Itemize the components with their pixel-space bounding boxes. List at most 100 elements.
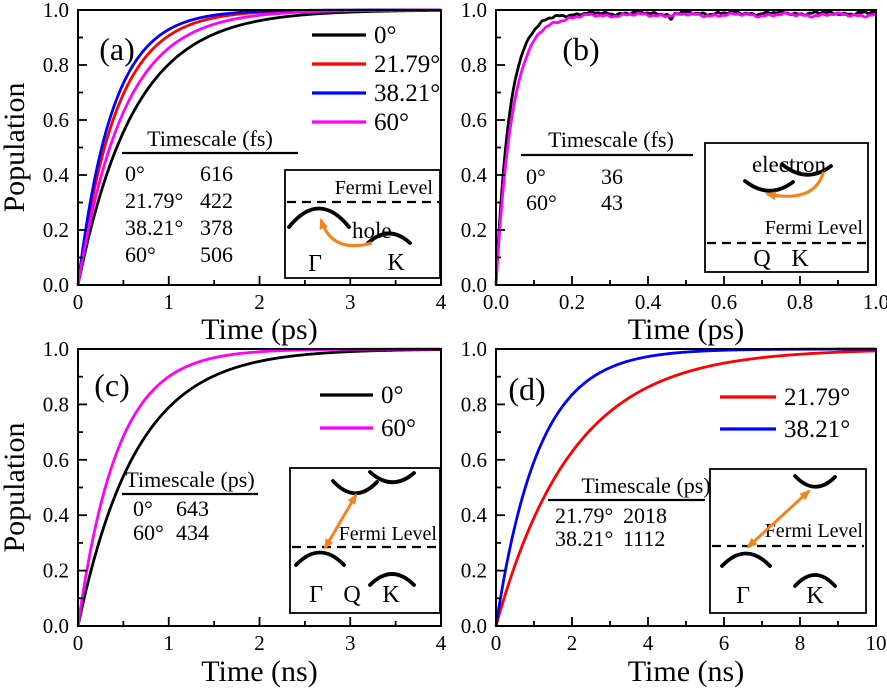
timescale-table-title: Timescale (ps) bbox=[581, 473, 710, 498]
band-curve bbox=[294, 550, 346, 567]
inset-box bbox=[284, 169, 441, 279]
fermi-level-label: Fermi Level bbox=[339, 523, 438, 545]
band-curve bbox=[287, 206, 351, 229]
y-tick-label: 0.2 bbox=[43, 559, 69, 583]
x-tick-label: 4 bbox=[643, 631, 654, 655]
x-tick-label: 4 bbox=[436, 290, 447, 314]
band-point-label: Γ bbox=[309, 582, 323, 608]
y-tick-label: 0.0 bbox=[461, 273, 487, 297]
x-tick-label: 2 bbox=[567, 631, 578, 655]
y-axis-title: Population bbox=[0, 422, 31, 552]
series-curve-60° bbox=[494, 11, 877, 286]
inset-band-diagram: Fermi Level Γ K bbox=[709, 468, 867, 614]
legend-label: 0° bbox=[381, 382, 404, 409]
band-point-label: K bbox=[387, 250, 405, 276]
x-axis-title: Time (ns) bbox=[628, 655, 744, 688]
chart-panel-c: 0 1 2 3 4 0.0 0.2 0.4 0.6 0.8 1.0 Time (ns) Populati… bbox=[0, 337, 447, 688]
table-angle-cell: 0° bbox=[125, 161, 145, 186]
table-value-cell: 36 bbox=[601, 164, 623, 189]
legend-label: 60° bbox=[381, 415, 416, 442]
y-tick-label: 0.0 bbox=[43, 273, 69, 297]
x-tick-label: 8 bbox=[795, 631, 806, 655]
y-tick-label: 0.0 bbox=[43, 614, 69, 638]
x-tick-label: 1 bbox=[164, 631, 175, 655]
band-curve bbox=[793, 474, 837, 489]
timescale-table-title: Timescale (fs) bbox=[548, 127, 674, 152]
table-angle-cell: 21.79° bbox=[125, 188, 183, 213]
table-value-cell: 616 bbox=[200, 161, 233, 186]
chart-panel-b: 0.0 0.2 0.4 0.6 0.8 1.0 0.0 0.2 0.4 0.6 0.8 1.0 Time… bbox=[461, 0, 887, 346]
x-tick-label: 0.8 bbox=[787, 290, 813, 314]
inset-box bbox=[704, 142, 869, 273]
x-tick-label: 2 bbox=[254, 290, 265, 314]
y-tick-label: 0.8 bbox=[461, 392, 487, 416]
band-curve bbox=[793, 573, 837, 588]
y-axis-title: Population bbox=[0, 82, 31, 212]
timescale-table-title: Timescale (fs) bbox=[147, 126, 273, 151]
y-tick-label: 0.2 bbox=[43, 218, 69, 242]
timescale-table-title: Timescale (ps) bbox=[125, 467, 254, 492]
band-point-label: Q bbox=[753, 246, 770, 272]
y-tick-label: 0.8 bbox=[461, 53, 487, 77]
table-value-cell: 422 bbox=[200, 188, 233, 213]
band-point-label: Γ bbox=[308, 251, 322, 277]
x-tick-label: 10 bbox=[866, 631, 887, 655]
panel-c: 0 1 2 3 4 0.0 0.2 0.4 0.6 0.8 1.0 Time (ns) Populati… bbox=[0, 337, 447, 688]
x-tick-label: 1.0 bbox=[863, 290, 887, 314]
y-tick-label: 0.6 bbox=[461, 448, 487, 472]
fermi-level-label: Fermi Level bbox=[765, 217, 864, 239]
y-tick-label: 1.0 bbox=[43, 0, 69, 22]
table-value-cell: 378 bbox=[200, 215, 233, 240]
series-curve-0° bbox=[494, 9, 877, 286]
table-angle-cell: 0° bbox=[133, 496, 153, 521]
inset-band-diagram: Fermi Level electron Q K bbox=[704, 142, 869, 273]
panel-letter: (b) bbox=[562, 31, 599, 67]
table-angle-cell: 38.21° bbox=[125, 215, 183, 240]
x-tick-label: 0 bbox=[73, 631, 84, 655]
band-curve bbox=[368, 470, 416, 485]
x-tick-label: 3 bbox=[345, 290, 356, 314]
y-tick-label: 0.4 bbox=[43, 163, 70, 187]
y-tick-label: 0.0 bbox=[461, 614, 487, 638]
series-curve-21.79° bbox=[494, 349, 877, 627]
x-tick-label: 6 bbox=[719, 631, 730, 655]
x-tick-label: 3 bbox=[345, 631, 356, 655]
x-tick-label: 0.0 bbox=[483, 290, 509, 314]
y-tick-label: 1.0 bbox=[461, 337, 487, 361]
fermi-level-label: Fermi Level bbox=[335, 177, 434, 199]
chart-panel-d: 0 2 4 6 8 10 0.0 0.2 0.4 0.6 0.8 1.0 Time (ns) (d) 21.… bbox=[461, 337, 887, 688]
x-tick-label: 0 bbox=[491, 631, 502, 655]
legend-label: 21.79° bbox=[374, 51, 440, 78]
y-tick-label: 0.4 bbox=[461, 163, 488, 187]
y-tick-label: 1.0 bbox=[461, 0, 487, 22]
band-point-label: K bbox=[382, 582, 400, 608]
panel-a: 0 1 2 3 4 0.0 0.2 0.4 0.6 0.8 1.0 Time (ps) Populati… bbox=[0, 0, 447, 346]
y-tick-label: 0.8 bbox=[43, 392, 69, 416]
x-tick-label: 0.4 bbox=[635, 290, 662, 314]
x-tick-label: 0.2 bbox=[559, 290, 585, 314]
table-value-cell: 1112 bbox=[623, 526, 665, 551]
table-value-cell: 434 bbox=[176, 520, 209, 545]
y-tick-label: 0.8 bbox=[43, 53, 69, 77]
table-angle-cell: 60° bbox=[133, 520, 164, 545]
table-angle-cell: 60° bbox=[526, 190, 557, 215]
x-tick-label: 0 bbox=[73, 290, 84, 314]
table-value-cell: 643 bbox=[176, 496, 209, 521]
band-point-label: K bbox=[806, 583, 824, 609]
band-curve bbox=[368, 572, 416, 587]
transition-arrow-icon bbox=[764, 169, 826, 201]
inset-band-diagram: Fermi Level Γ Q K bbox=[289, 467, 441, 614]
inset-band-diagram: Fermi Level hole Γ K bbox=[284, 169, 441, 279]
x-axis-title: Time (ns) bbox=[201, 655, 317, 688]
panel-b: 0.0 0.2 0.4 0.6 0.8 1.0 0.0 0.2 0.4 0.6 0.8 1.0 Time… bbox=[443, 0, 887, 346]
chart-panel-a: 0 1 2 3 4 0.0 0.2 0.4 0.6 0.8 1.0 Time (ps) Populati… bbox=[0, 0, 447, 346]
legend-label: 38.21° bbox=[784, 416, 850, 443]
y-tick-label: 0.6 bbox=[461, 108, 487, 132]
legend-label: 0° bbox=[374, 22, 397, 49]
y-tick-label: 0.4 bbox=[461, 503, 488, 527]
table-value-cell: 43 bbox=[601, 190, 623, 215]
y-tick-label: 0.6 bbox=[43, 108, 69, 132]
band-curve bbox=[781, 163, 833, 177]
x-tick-label: 0.6 bbox=[711, 290, 737, 314]
